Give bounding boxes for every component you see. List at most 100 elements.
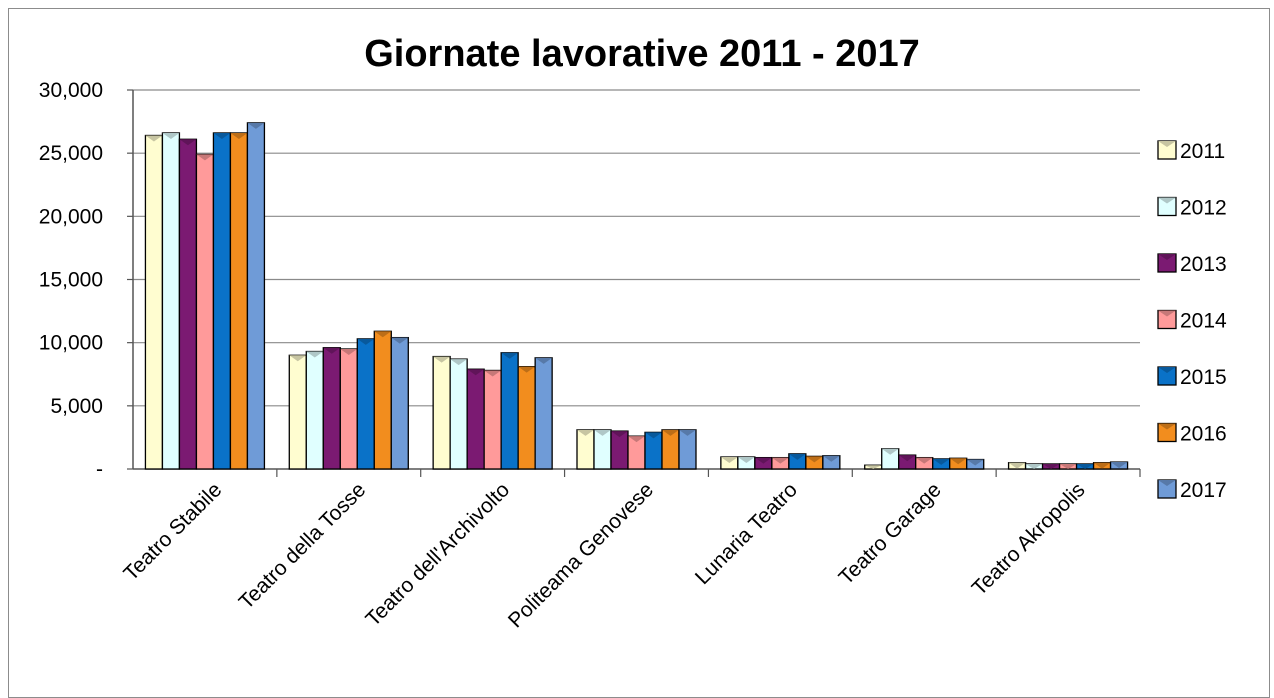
bar-cap <box>484 370 502 377</box>
bar-body <box>305 350 324 470</box>
bar <box>627 435 646 470</box>
bar-cap <box>628 436 645 443</box>
bar <box>898 454 917 470</box>
bar <box>822 455 841 470</box>
legend-swatch-cap <box>1158 367 1176 373</box>
bar <box>644 431 663 470</box>
bar <box>881 448 900 470</box>
bar-cap <box>306 351 324 358</box>
bar-body <box>288 354 307 470</box>
legend-swatch-cap <box>1158 254 1176 260</box>
bar <box>1024 463 1044 470</box>
bar <box>915 456 934 470</box>
y-tick-label: 25,000 <box>39 142 103 165</box>
bar-cap <box>594 429 611 436</box>
legend-label: 2012 <box>1180 197 1227 220</box>
bar <box>161 132 181 470</box>
bar-cap <box>340 348 358 355</box>
y-tick-label: 15,000 <box>39 269 103 292</box>
bar-cap <box>179 139 197 146</box>
bar-cap <box>611 431 628 438</box>
bar-cap <box>162 132 180 139</box>
bar <box>805 455 824 470</box>
legend-label: 2014 <box>1180 310 1227 333</box>
bar <box>144 134 164 470</box>
bar-cap <box>1042 463 1060 469</box>
gridlines <box>133 89 1140 407</box>
bar-body <box>390 336 409 470</box>
bar <box>432 355 451 470</box>
bar-body <box>432 355 451 470</box>
bar-cap <box>518 366 536 373</box>
x-tick-label: Teatro Stabile <box>119 478 226 585</box>
bar <box>1041 463 1061 470</box>
bar-body <box>449 358 468 470</box>
legend-item: 2017 <box>1157 479 1227 502</box>
bar-cap <box>1076 463 1094 469</box>
bar-body <box>356 338 375 470</box>
bar <box>305 350 324 470</box>
bar <box>1109 461 1129 470</box>
bar-cap <box>1110 462 1128 469</box>
legend-label: 2015 <box>1180 366 1227 389</box>
bar-cap <box>898 455 916 462</box>
bar <box>229 132 249 470</box>
legend-item: 2012 <box>1157 197 1227 220</box>
bar-cap <box>433 356 451 363</box>
legend-label: 2017 <box>1180 479 1227 502</box>
bar-cap <box>881 448 899 455</box>
legend-item: 2016 <box>1157 423 1227 446</box>
legend-item: 2015 <box>1157 366 1227 389</box>
x-tick-label: Lunaria Teatro <box>691 478 802 589</box>
bar-cap <box>737 456 755 463</box>
bar <box>339 348 358 470</box>
bar <box>593 429 612 470</box>
bar-body <box>229 132 249 470</box>
bar-body <box>178 138 198 470</box>
bar <box>754 456 773 470</box>
bar-cap <box>391 337 409 344</box>
bar-cap <box>932 458 950 465</box>
bar <box>449 358 468 470</box>
bar <box>178 138 198 470</box>
bar-body <box>466 368 485 470</box>
bar-cap <box>247 122 265 129</box>
bar-cap <box>1093 462 1111 469</box>
bar-cap <box>196 154 214 161</box>
bar-body <box>517 366 536 470</box>
bar-cap <box>501 352 519 359</box>
legend: 2011 2012 2013 2014 2015 2016 2017 <box>1157 140 1227 502</box>
bar <box>212 132 232 470</box>
bar-cap <box>771 457 789 464</box>
bar-cap <box>535 357 553 364</box>
bar-cap <box>966 459 984 466</box>
y-tick-label: 20,000 <box>39 205 103 228</box>
bar-cap <box>357 338 375 345</box>
y-tick-label: 5,000 <box>50 395 103 418</box>
bar-body <box>500 352 519 470</box>
bar-cap <box>323 347 341 354</box>
bar <box>788 453 807 470</box>
bar-cap <box>864 465 882 469</box>
bar <box>246 122 266 470</box>
bar-cap <box>915 457 933 464</box>
bar-cap <box>1059 463 1077 469</box>
bar-body <box>339 348 358 470</box>
bar-body <box>534 357 553 470</box>
bar <box>1075 463 1095 470</box>
y-tick-label: 10,000 <box>39 332 103 355</box>
bar-body <box>483 369 502 470</box>
legend-item: 2014 <box>1157 310 1227 333</box>
bar-cap <box>805 456 823 463</box>
bar <box>610 430 629 470</box>
bar-cap <box>577 429 594 436</box>
bar <box>288 354 307 470</box>
legend-label: 2011 <box>1180 140 1225 163</box>
legend-swatch-cap <box>1158 480 1176 486</box>
legend-label: 2013 <box>1180 253 1227 276</box>
bar-cap <box>289 355 307 362</box>
x-tick-label: Teatro Garage <box>835 478 946 589</box>
bar <box>932 458 951 470</box>
bars <box>144 122 1129 470</box>
